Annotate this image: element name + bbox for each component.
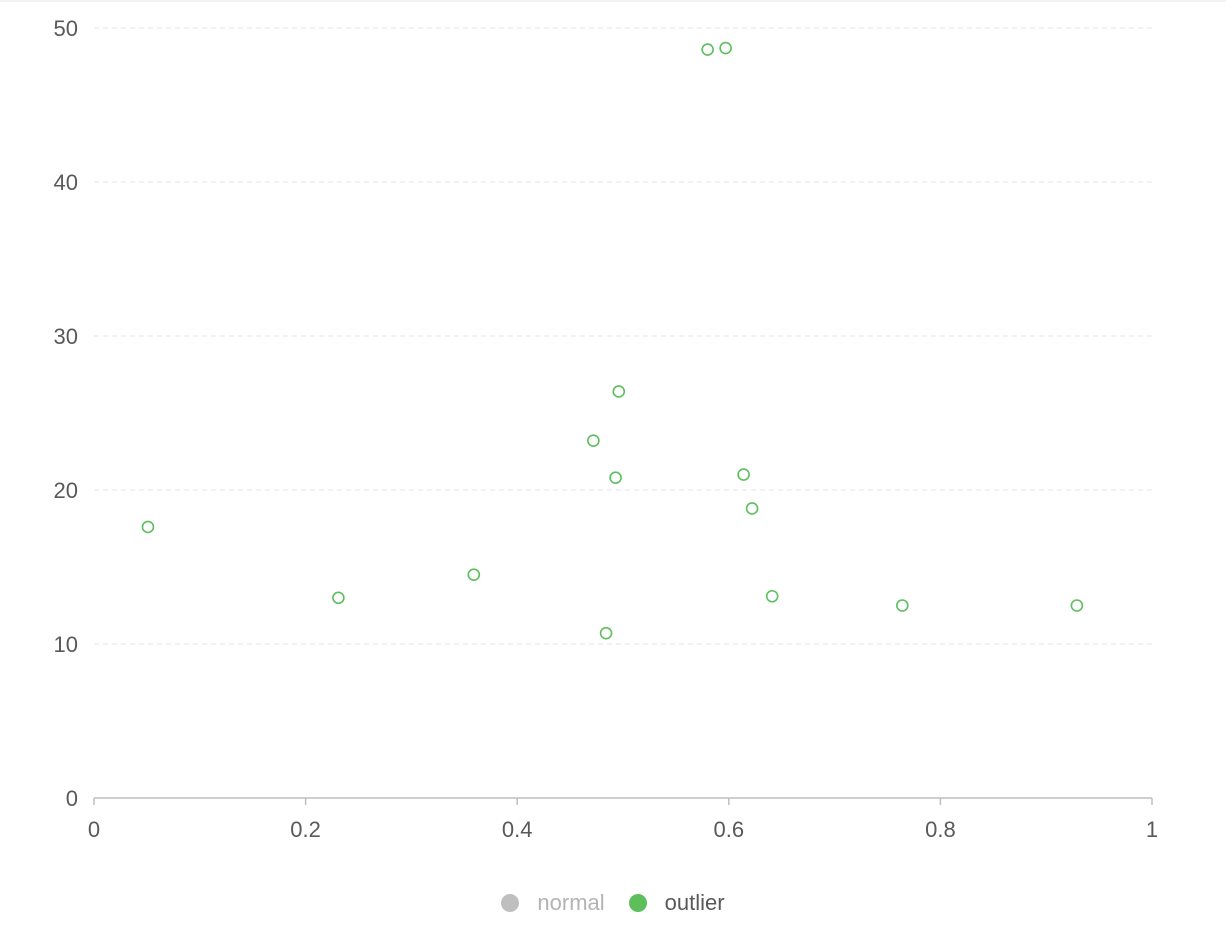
y-tick-label-0: 0 [66, 786, 78, 811]
y-tick-label-50: 50 [54, 16, 78, 41]
data-point-outlier-3[interactable] [587, 434, 600, 448]
x-tick-label-0.6: 0.6 [714, 817, 745, 842]
data-point-outlier-1[interactable] [332, 591, 345, 605]
data-point-outlier-2[interactable] [467, 568, 481, 582]
x-tick-label-0.2: 0.2 [290, 817, 321, 842]
x-tick-label-0: 0 [88, 817, 100, 842]
legend-marker-outlier [628, 894, 647, 912]
legend-label-outlier: outlier [664, 890, 725, 915]
y-tick-label-40: 40 [54, 170, 78, 195]
x-tick-label-0.8: 0.8 [925, 817, 956, 842]
data-point-outlier-10[interactable] [745, 502, 759, 515]
axes [93, 797, 1153, 805]
grid-lines [94, 27, 1152, 645]
x-axis-tick-labels: 0 0.2 0.4 0.6 0.8 1 [88, 817, 1158, 842]
data-point-outlier-11[interactable] [765, 589, 779, 603]
legend: normal outlier [0, 886, 1226, 920]
top-border [0, 0, 1226, 2]
data-point-outlier-8[interactable] [719, 41, 732, 55]
data-point-outlier-4[interactable] [599, 626, 613, 640]
data-point-outlier-0[interactable] [141, 520, 155, 534]
legend-label-normal: normal [537, 890, 605, 915]
y-tick-label-20: 20 [54, 478, 78, 503]
y-tick-label-30: 30 [54, 324, 78, 349]
legend-item-outlier[interactable]: outlier [628, 890, 725, 915]
x-tick-label-0.4: 0.4 [502, 817, 533, 842]
data-point-outlier-6[interactable] [612, 385, 626, 398]
data-point-outlier-9[interactable] [737, 468, 750, 481]
legend-marker-normal [501, 894, 520, 912]
data-point-outlier-5[interactable] [609, 471, 622, 484]
y-tick-label-10: 10 [54, 632, 78, 657]
data-point-outlier-13[interactable] [1070, 599, 1084, 612]
data-point-outlier-12[interactable] [896, 599, 909, 612]
legend-item-normal[interactable]: normal [501, 890, 605, 915]
scatter-chart: 0 10 20 30 40 50 0 0.2 0.4 0.6 0.8 1 [54, 16, 1159, 842]
data-points[interactable] [141, 41, 1084, 640]
x-tick-label-1: 1 [1146, 817, 1158, 842]
data-point-outlier-7[interactable] [701, 43, 714, 56]
y-axis-tick-labels: 0 10 20 30 40 50 [54, 16, 78, 811]
